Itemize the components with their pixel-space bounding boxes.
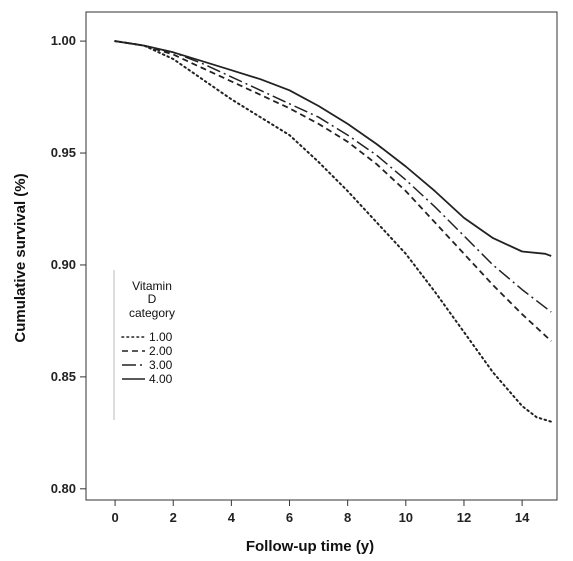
series-line-4-00 xyxy=(114,40,552,257)
legend-label-2-00: 2.00 xyxy=(149,344,173,358)
series-line-2-00 xyxy=(114,40,552,342)
series-line-1-00 xyxy=(114,40,553,423)
y-axis: 0.80 0.85 0.90 0.95 1.00 xyxy=(51,33,86,496)
x-tick-label: 10 xyxy=(399,510,413,525)
y-tick-label: 0.85 xyxy=(51,369,76,384)
plot-frame xyxy=(85,11,558,501)
y-tick-label: 0.90 xyxy=(51,257,76,272)
y-axis-label: Cumulative survival (%) xyxy=(12,173,29,342)
x-tick-label: 4 xyxy=(228,510,236,525)
legend-title-line-2: D xyxy=(148,292,157,306)
x-axis: 0 2 4 6 8 10 12 14 xyxy=(111,500,530,525)
y-tick-label: 0.80 xyxy=(51,481,76,496)
x-tick-label: 12 xyxy=(457,510,471,525)
series-line-3-00 xyxy=(114,40,552,313)
x-axis-label: Follow-up time (y) xyxy=(246,538,374,555)
x-tick-label: 8 xyxy=(344,510,351,525)
y-tick-label: 1.00 xyxy=(51,33,76,48)
legend-label-3-00: 3.00 xyxy=(149,358,173,372)
legend-label-1-00: 1.00 xyxy=(149,330,173,344)
legend-title-line-1: Vitamin xyxy=(132,279,172,293)
y-tick-label: 0.95 xyxy=(51,145,76,160)
x-tick-label: 6 xyxy=(286,510,293,525)
x-tick-label: 14 xyxy=(515,510,530,525)
legend-title-line-3: category xyxy=(129,306,175,320)
x-tick-label: 2 xyxy=(170,510,177,525)
x-tick-label: 0 xyxy=(111,510,118,525)
legend-label-4-00: 4.00 xyxy=(149,372,173,386)
series-layer xyxy=(114,40,553,423)
legend: Vitamin D category 1.002.003.004.00 xyxy=(121,279,175,386)
